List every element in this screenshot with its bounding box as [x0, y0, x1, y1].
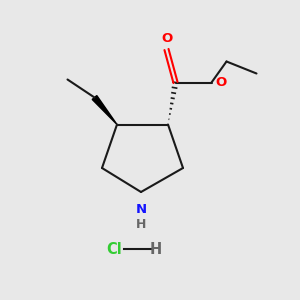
- Text: O: O: [161, 32, 172, 45]
- Text: N: N: [135, 203, 147, 216]
- Text: H: H: [136, 218, 146, 231]
- Polygon shape: [92, 96, 117, 124]
- Text: H: H: [150, 242, 162, 256]
- Text: O: O: [215, 76, 226, 89]
- Text: Cl: Cl: [106, 242, 122, 256]
